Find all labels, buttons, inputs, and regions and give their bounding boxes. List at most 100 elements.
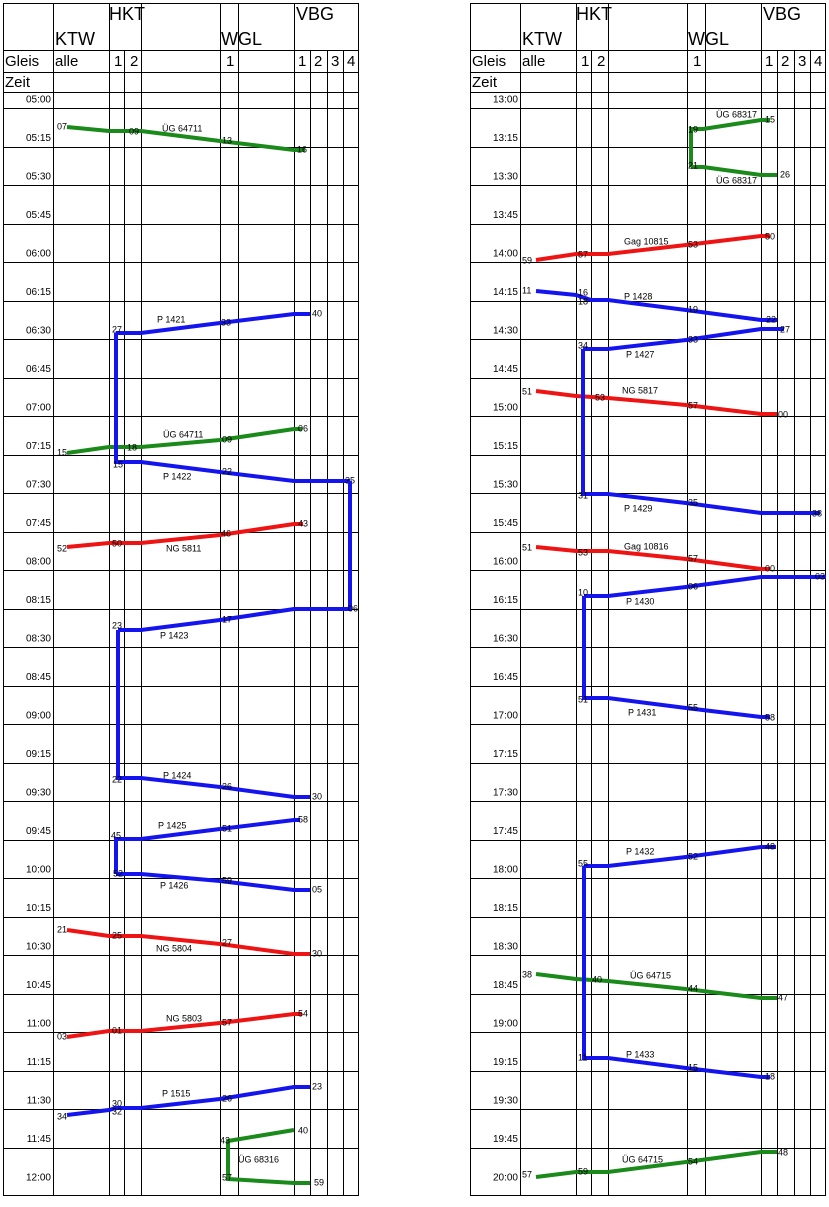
minute-label: 00 — [778, 409, 788, 419]
track-label: 2 — [781, 53, 789, 70]
train-name: ÜG 68317 — [716, 175, 757, 185]
minute-label: 53 — [688, 239, 698, 249]
gleis-label: Gleis — [472, 53, 506, 70]
minute-label: 18 — [765, 1071, 775, 1081]
time-label: 13:45 — [493, 210, 518, 221]
minute-label: 26 — [780, 169, 790, 179]
minute-label: 16 — [297, 144, 307, 154]
train-name: NG 5804 — [156, 943, 192, 953]
time-label: 16:30 — [493, 634, 518, 645]
minute-label: 33 — [688, 334, 698, 344]
time-label: 07:00 — [26, 403, 51, 414]
time-label: 14:30 — [493, 326, 518, 337]
time-label: 05:45 — [26, 210, 51, 221]
train-name: P 1515 — [162, 1088, 190, 1098]
train-path — [535, 289, 777, 322]
minute-label: 57 — [222, 1017, 232, 1027]
minute-label: 51 — [578, 694, 588, 704]
time-label: 06:15 — [26, 287, 51, 298]
minute-label: 15 — [57, 447, 67, 457]
minute-label: 58 — [765, 712, 775, 722]
time-label: 10:15 — [26, 903, 51, 914]
minute-label: 22 — [766, 314, 776, 324]
minute-label: 40 — [592, 974, 602, 984]
time-label: 16:00 — [493, 557, 518, 568]
panel-border — [470, 3, 826, 1196]
time-label: 19:00 — [493, 1019, 518, 1030]
train-name: ÜG 64715 — [630, 970, 671, 980]
minute-label: 40 — [312, 308, 322, 318]
track-label: 4 — [814, 53, 822, 70]
minute-label: 58 — [298, 814, 308, 824]
minute-label: 55 — [578, 858, 588, 868]
minute-label: 30 — [112, 1098, 122, 1108]
train-name: ÜG 64711 — [162, 123, 202, 133]
gleis-label: Gleis — [5, 53, 39, 70]
minute-label: 33 — [221, 317, 231, 327]
minute-label: 01 — [112, 1025, 122, 1035]
train-name: NG 5803 — [166, 1013, 202, 1023]
minute-label: 07 — [57, 121, 67, 131]
minute-label: 51 — [222, 823, 232, 833]
station-label: HKT — [576, 4, 612, 24]
train-name: Gag 10815 — [624, 236, 669, 246]
minute-label: 21 — [57, 924, 67, 934]
minute-label: 17 — [222, 614, 232, 624]
train-name: P 1422 — [163, 471, 191, 481]
track-label: 1 — [765, 53, 773, 70]
minute-label: 18 — [127, 442, 137, 452]
time-label: 11:15 — [27, 1057, 52, 1068]
minute-label: 55 — [688, 702, 698, 712]
minute-label: 38 — [812, 508, 822, 518]
train-path — [116, 312, 310, 335]
track-label: 1 — [114, 53, 122, 70]
time-label: 18:30 — [493, 942, 518, 953]
station-label: VBG — [296, 4, 334, 24]
minute-label: 54 — [688, 1156, 698, 1166]
track-label: alle — [55, 53, 78, 70]
minute-label: 43 — [220, 1135, 230, 1145]
minute-label: 13 — [222, 135, 232, 145]
track-label: 1 — [693, 53, 701, 70]
time-label: 05:00 — [26, 95, 51, 106]
minute-label: 23 — [312, 1081, 322, 1091]
track-label: 2 — [597, 53, 605, 70]
minute-label: 59 — [522, 255, 532, 265]
time-label: 15:15 — [493, 441, 518, 452]
train-name: NG 5817 — [622, 385, 658, 395]
train-path — [582, 866, 770, 1079]
train-name: P 1426 — [160, 880, 188, 890]
train-path — [584, 575, 826, 598]
time-label: 19:45 — [493, 1134, 518, 1145]
time-label: 11:30 — [27, 1096, 52, 1107]
station-label: KTW — [55, 29, 95, 49]
minute-label: 31 — [578, 490, 588, 500]
time-label: 08:30 — [26, 634, 51, 645]
minute-label: 34 — [578, 340, 588, 350]
train-name: ÜG 64711 — [163, 429, 203, 439]
train-name: P 1427 — [626, 349, 654, 359]
time-label: 17:45 — [493, 826, 518, 837]
time-label: 14:45 — [493, 364, 518, 375]
train-path — [114, 333, 350, 483]
minute-label: 35 — [688, 497, 698, 507]
time-label: 14:15 — [493, 287, 518, 298]
minute-label: 44 — [688, 983, 698, 993]
time-label: 12:00 — [26, 1173, 51, 1184]
minute-label: 06 — [688, 581, 698, 591]
train-path — [66, 125, 305, 152]
train-path — [114, 818, 300, 874]
minute-label: 15 — [113, 459, 123, 469]
train-path — [535, 545, 770, 571]
minute-label: 35 — [345, 475, 355, 485]
time-label: 15:00 — [493, 403, 518, 414]
time-label: 06:45 — [26, 364, 51, 375]
train-path — [226, 1128, 310, 1185]
minute-label: 16 — [578, 287, 588, 297]
station-label: HKT — [109, 4, 145, 24]
time-label: 18:45 — [493, 980, 518, 991]
time-label: 15:45 — [493, 518, 518, 529]
track-label: 3 — [331, 53, 339, 70]
